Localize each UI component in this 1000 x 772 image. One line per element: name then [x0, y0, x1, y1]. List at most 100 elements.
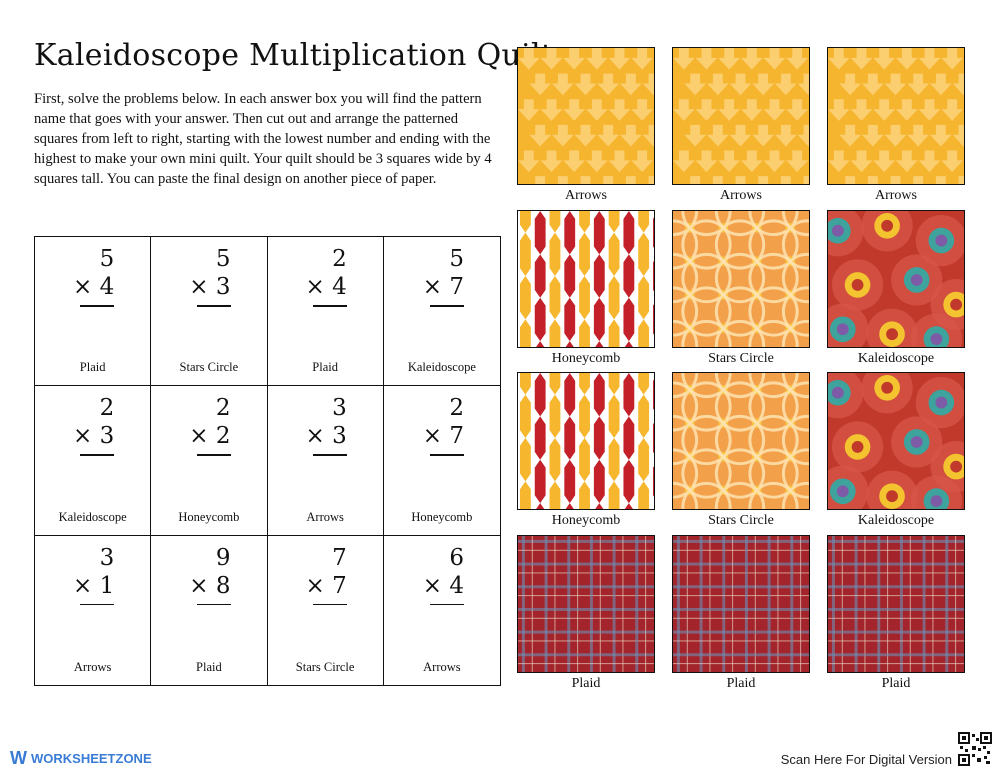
problem-multiplier: × 2: [189, 423, 231, 450]
problem-multiplier: × 8: [189, 572, 231, 599]
problem-cell[interactable]: 7 × 7 Stars Circle: [268, 535, 384, 685]
pattern-name-label: Arrows: [73, 659, 112, 674]
pattern-name-label: Stars Circle: [295, 659, 355, 674]
multiplication-problem: 2 × 4: [301, 245, 347, 307]
swatch-label: Stars Circle: [708, 351, 774, 366]
pattern-name-label: Kaleidoscope: [58, 509, 127, 524]
problem-top-number: 2: [215, 395, 231, 422]
pattern-name-label: Arrows: [423, 659, 461, 674]
pattern-swatch-stars-circle[interactable]: [672, 372, 810, 510]
answer-line: [80, 305, 115, 307]
problem-cell[interactable]: 5 × 3 Stars Circle: [151, 237, 268, 387]
problem-cell[interactable]: 2 × 3 Kaleidoscope: [35, 386, 152, 536]
kaleidoscope-pattern-graphic: [828, 373, 964, 509]
instructions-text: First, solve the problems below. In each…: [34, 91, 492, 187]
problem-multiplier: × 7: [422, 274, 464, 300]
answer-line: [312, 454, 347, 456]
pattern-name-label: Plaid: [312, 360, 338, 375]
pattern-swatch-kaleidoscope[interactable]: [827, 372, 965, 510]
multiplication-problem: 3 × 1: [68, 544, 115, 606]
pattern-swatch-honeycomb[interactable]: [517, 372, 655, 510]
plaid-pattern-graphic: [673, 536, 809, 672]
problem-top-number: 5: [99, 246, 115, 272]
plaid-pattern-graphic: [828, 536, 964, 672]
multiplication-problem: 5 × 3: [185, 245, 231, 307]
problem-top-number: 2: [332, 246, 347, 272]
problem-multiplier: × 7: [422, 423, 464, 450]
pattern-swatch-kaleidoscope[interactable]: [827, 210, 965, 348]
pattern-swatch-stars-circle[interactable]: [672, 210, 810, 348]
swatch-label: Honeycomb: [551, 513, 621, 528]
arrows-pattern-graphic: [828, 48, 964, 184]
problem-top-number: 3: [99, 544, 115, 571]
pattern-swatch-arrows[interactable]: [517, 47, 655, 185]
problem-cell[interactable]: 3 × 1 Arrows: [35, 535, 152, 685]
problem-multiplier: × 3: [73, 423, 115, 450]
problem-grid: 5 × 4 Plaid 5 × 3 Stars Circle 2 × 4 Plaid 5 × 7 Ka…: [34, 236, 501, 686]
swatch-label: Stars Circle: [708, 513, 774, 528]
multiplication-problem: 2 × 2: [185, 394, 231, 456]
answer-line: [430, 305, 464, 307]
problem-multiplier: × 7: [305, 572, 347, 599]
problem-top-number: 9: [215, 544, 231, 571]
answer-line: [80, 603, 115, 606]
problem-top-number: 5: [449, 246, 464, 272]
problem-top-number: 2: [449, 395, 464, 422]
multiplication-problem: 3 × 3: [301, 394, 347, 456]
swatch-label: Kaleidoscope: [857, 513, 935, 528]
plaid-pattern-graphic: [518, 536, 654, 672]
problem-multiplier: × 3: [189, 274, 231, 300]
multiplication-problem: 6 × 4: [418, 544, 464, 606]
pattern-name-label: Stars Circle: [179, 360, 239, 375]
arrows-pattern-graphic: [518, 48, 654, 184]
pattern-swatch-plaid[interactable]: [672, 535, 810, 673]
pattern-name-label: Honeycomb: [411, 509, 473, 524]
multiplication-problem: 5 × 4: [68, 245, 115, 307]
answer-line: [196, 305, 231, 307]
pattern-swatch-arrows[interactable]: [827, 47, 965, 185]
answer-line: [430, 603, 464, 606]
pattern-name-label: Plaid: [196, 659, 222, 674]
problem-multiplier: × 3: [305, 423, 347, 450]
stars-circle-pattern-graphic: [673, 211, 809, 347]
problem-cell[interactable]: 2 × 2 Honeycomb: [151, 386, 268, 536]
multiplication-problem: 2 × 3: [68, 394, 115, 456]
pattern-swatch-plaid[interactable]: [517, 535, 655, 673]
problem-cell[interactable]: 2 × 7 Honeycomb: [383, 386, 500, 536]
problem-cell[interactable]: 2 × 4 Plaid: [267, 237, 384, 387]
problem-multiplier: × 4: [422, 572, 464, 599]
swatch-label: Plaid: [881, 676, 911, 691]
problem-top-number: 6: [449, 544, 464, 571]
answer-line: [196, 454, 231, 456]
multiplication-problem: 5 × 7: [418, 245, 464, 307]
problem-top-number: 2: [99, 395, 115, 422]
swatch-label: Arrows: [565, 188, 607, 203]
multiplication-problem: 7 × 7: [301, 544, 347, 606]
pattern-swatch-honeycomb[interactable]: [517, 210, 655, 348]
pattern-name-label: Arrows: [306, 509, 344, 524]
problem-multiplier: × 4: [73, 274, 115, 300]
worksheetzone-logo[interactable]: W WORKSHEETZONE: [10, 748, 152, 769]
problem-top-number: 7: [332, 544, 347, 571]
honeycomb-pattern-graphic: [518, 211, 654, 347]
problem-cell[interactable]: 5 × 4 Plaid: [35, 237, 152, 387]
honeycomb-pattern-graphic: [518, 373, 654, 509]
swatch-label: Honeycomb: [551, 351, 621, 366]
swatch-label: Kaleidoscope: [857, 351, 935, 366]
problem-multiplier: × 4: [305, 274, 347, 300]
pattern-swatch-plaid[interactable]: [827, 535, 965, 673]
problem-cell[interactable]: 6 × 4 Arrows: [384, 536, 500, 685]
logo-w-icon: W: [10, 748, 27, 768]
pattern-swatch-arrows[interactable]: [672, 47, 810, 185]
problem-top-number: 5: [215, 246, 231, 272]
problem-cell[interactable]: 3 × 3 Arrows: [267, 386, 384, 536]
pattern-name-label: Kaleidoscope: [407, 360, 476, 375]
answer-line: [312, 305, 347, 307]
multiplication-problem: 9 × 8: [185, 544, 231, 606]
swatch-label: Arrows: [875, 188, 917, 203]
problem-cell[interactable]: 5 × 7 Kaleidoscope: [383, 237, 500, 387]
qr-code-icon[interactable]: [958, 732, 992, 766]
stars-circle-pattern-graphic: [673, 373, 809, 509]
pattern-name-label: Plaid: [79, 360, 106, 375]
problem-cell[interactable]: 9 × 8 Plaid: [151, 535, 268, 685]
